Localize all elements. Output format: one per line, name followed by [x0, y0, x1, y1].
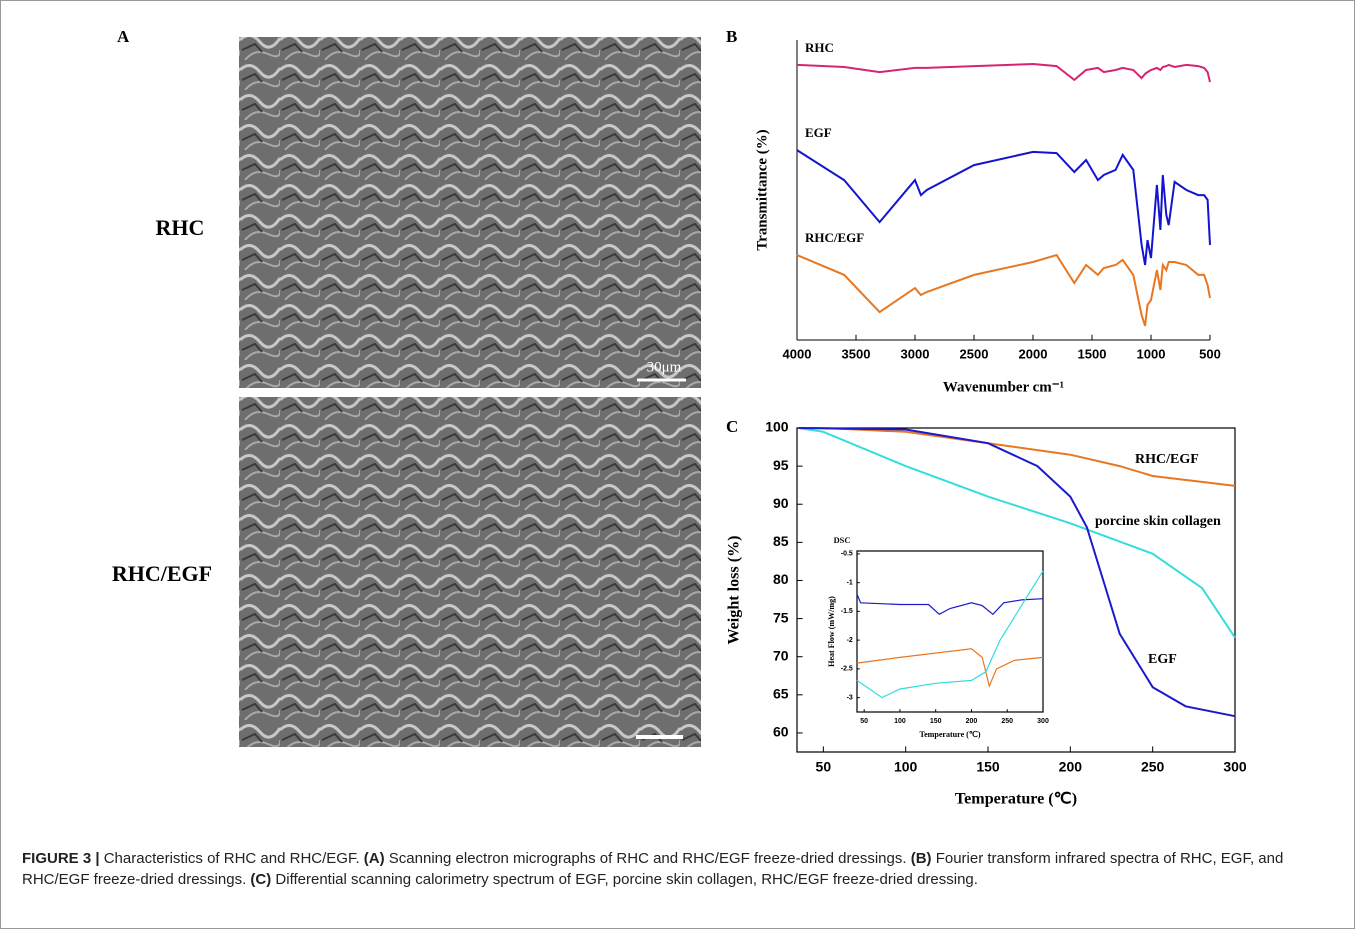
series-line [798, 427, 1236, 639]
x-tick-label: 500 [1199, 346, 1221, 361]
series-label: RHC [805, 40, 834, 55]
x-tick-label: 1500 [1078, 346, 1107, 361]
y-tick-label: 70 [773, 647, 789, 663]
caption-tag: (C) [250, 871, 272, 888]
x-axis-label: Temperature (℃) [955, 791, 1077, 808]
caption-text: Scanning electron micrographs of RHC and… [388, 850, 907, 867]
x-axis-label: Temperature (℃) [919, 730, 980, 739]
series-label: EGF [805, 125, 832, 140]
plot-frame [796, 427, 1236, 753]
y-tick-label: -2.5 [841, 666, 853, 673]
y-tick-label: -0.5 [841, 551, 853, 558]
x-tick-label: 250 [1001, 718, 1013, 725]
x-tick-label: 2000 [1019, 346, 1048, 361]
y-axis-label: Transmittance (%) [754, 129, 770, 250]
series-line [796, 253, 1211, 327]
x-tick-label: 200 [966, 718, 978, 725]
x-tick-label: 300 [1037, 718, 1049, 725]
series-line [796, 62, 1211, 83]
y-tick-label: -1.5 [841, 608, 853, 615]
x-tick-label: 3000 [901, 346, 930, 361]
plot-frame [856, 550, 1044, 713]
x-tick-label: 100 [894, 759, 918, 775]
x-tick-label: 50 [860, 718, 868, 725]
panel-label: A [117, 27, 130, 46]
y-tick-label: 100 [765, 419, 789, 435]
series-label: RHC/EGF [805, 230, 864, 245]
series-line [856, 648, 1044, 689]
y-tick-label: -2 [847, 637, 853, 644]
caption: FIGURE 3 | Characteristics of RHC and RH… [22, 848, 1322, 890]
y-tick-label: 85 [773, 533, 789, 549]
caption-tag: (B) [910, 850, 932, 867]
sem-row-label: RHC/EGF [112, 561, 212, 586]
x-tick-label: 3500 [842, 346, 871, 361]
caption-text: Differential scanning calorimetry spectr… [275, 871, 978, 888]
series-label: RHC/EGF [1135, 452, 1199, 467]
panel-label: C [726, 417, 738, 436]
y-tick-label: 65 [773, 686, 789, 702]
y-tick-label: 60 [773, 724, 789, 740]
series-line [856, 593, 1044, 616]
sem-image [239, 37, 701, 388]
y-tick-label: 95 [773, 457, 789, 473]
caption-text: Characteristics of RHC and RHC/EGF. [103, 850, 360, 867]
x-tick-label: 150 [976, 759, 1000, 775]
series-line [856, 570, 1044, 699]
x-tick-label: 1000 [1137, 346, 1166, 361]
scale-bar-label: 30μm [647, 359, 682, 375]
inset-title: DSC [834, 536, 851, 545]
x-tick-label: 200 [1059, 759, 1083, 775]
sem-row-label: RHC [156, 215, 205, 240]
caption-label: FIGURE 3 | [22, 850, 100, 867]
x-axis-label: Wavenumber cm⁻¹ [943, 379, 1064, 395]
y-tick-label: -1 [847, 579, 853, 586]
sem-image [239, 397, 701, 747]
x-tick-label: 2500 [960, 346, 989, 361]
x-tick-label: 4000 [783, 346, 812, 361]
x-tick-label: 50 [816, 759, 832, 775]
series-line [796, 149, 1211, 266]
y-axis-label: Heat Flow (mW/mg) [827, 596, 836, 667]
caption-tag: (A) [363, 850, 385, 867]
x-tick-label: 250 [1141, 759, 1165, 775]
x-tick-label: 150 [930, 718, 942, 725]
x-tick-label: 300 [1223, 759, 1247, 775]
y-axis-label: Weight loss (%) [726, 535, 743, 644]
caption-text: Fourier transform infrared spectra of RH… [22, 850, 1284, 888]
series-label: EGF [1148, 652, 1177, 667]
x-tick-label: 100 [894, 718, 906, 725]
panel-label: B [726, 27, 737, 46]
y-tick-label: 90 [773, 495, 789, 511]
y-tick-label: -3 [847, 694, 853, 701]
series-line [798, 427, 1236, 718]
series-label: porcine skin collagen [1095, 514, 1221, 529]
y-tick-label: 75 [773, 609, 789, 625]
y-tick-label: 80 [773, 571, 789, 587]
